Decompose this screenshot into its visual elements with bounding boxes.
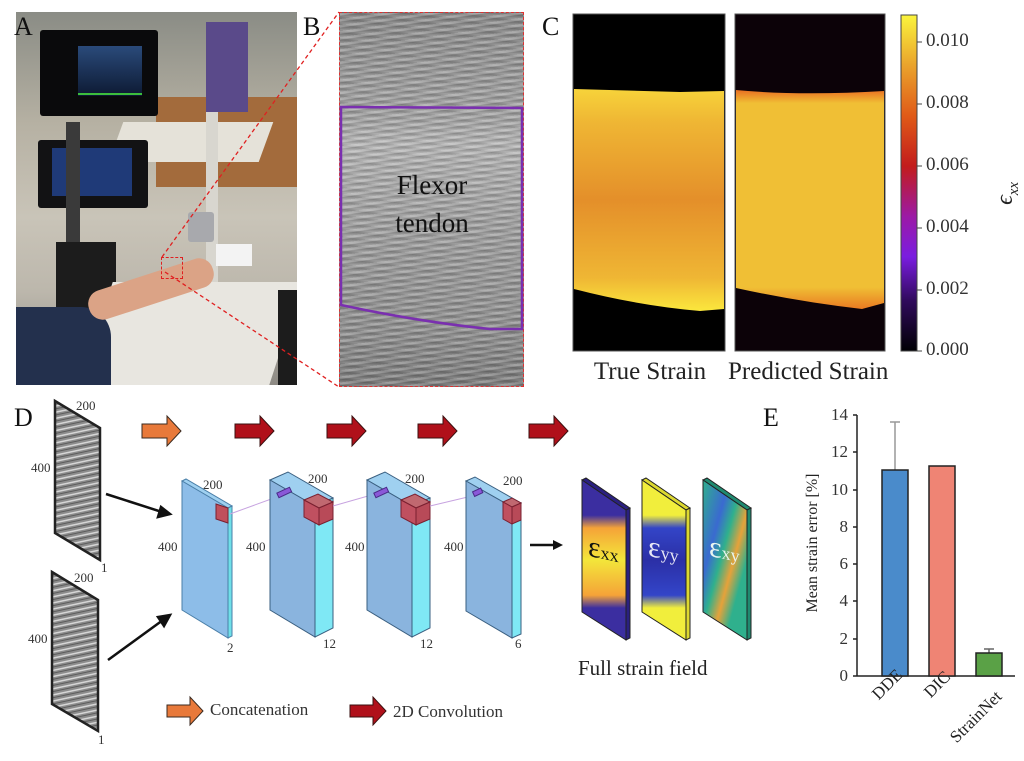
zoom-connector-lines xyxy=(161,11,340,388)
ytick: 10 xyxy=(831,480,848,499)
conv-layer-2 xyxy=(365,471,473,638)
exy-sub: xy xyxy=(721,542,740,567)
input-arrows xyxy=(105,492,173,662)
conv1-depth: 12 xyxy=(323,636,336,651)
conv3-height: 400 xyxy=(444,539,464,554)
conv1-width: 200 xyxy=(308,471,328,486)
input-top-depth: 1 xyxy=(101,560,108,575)
ytick: 6 xyxy=(839,554,849,573)
legend-conv-icon xyxy=(349,695,387,727)
panel-label-d: D xyxy=(14,403,33,432)
ytick: 4 xyxy=(839,591,849,610)
panel-label-e: E xyxy=(763,403,779,432)
flexor-tendon-label-line2: tendon xyxy=(395,208,469,238)
full-strain-field-caption: Full strain field xyxy=(578,656,708,680)
bar-dde xyxy=(881,421,909,677)
output-eyy-label: εyy xyxy=(648,530,679,571)
conv-layer-1 xyxy=(268,471,376,638)
input-image-bottom xyxy=(50,569,100,734)
colorbar-tick: 0.006 xyxy=(926,154,969,175)
ytick: 8 xyxy=(839,517,849,536)
tendon-boundary xyxy=(339,105,524,331)
ytick: 14 xyxy=(831,405,848,424)
conv2-depth: 12 xyxy=(420,636,433,651)
conv2-height: 400 xyxy=(345,539,365,554)
ytick: 2 xyxy=(839,629,849,648)
concat-width: 200 xyxy=(203,477,223,492)
output-exx-label: εxx xyxy=(588,530,619,571)
probe-region-box xyxy=(161,257,183,279)
conv3-depth: 6 xyxy=(515,636,522,651)
panel-label-a: A xyxy=(14,12,33,41)
ytick: 12 xyxy=(831,442,848,461)
strain-colorbar xyxy=(900,14,922,352)
colorbar-tick: 0.000 xyxy=(926,339,969,360)
flexor-tendon-label-line1: Flexor xyxy=(396,170,468,200)
ytick: 0 xyxy=(839,666,849,685)
exx-sub: xx xyxy=(600,542,619,567)
legend-concat-icon xyxy=(166,695,204,727)
panel-b-ultrasound xyxy=(339,12,524,387)
bar-strainnet xyxy=(975,648,1003,677)
exy-symbol: ε xyxy=(709,529,722,566)
colorbar-label-symbol: ϵ xyxy=(992,195,1019,205)
colorbar-tick: 0.002 xyxy=(926,278,969,299)
colorbar-label: ϵxx xyxy=(992,182,1023,205)
input-bottom-height: 400 xyxy=(28,631,48,646)
panel-label-c: C xyxy=(542,12,560,41)
input-top-width: 200 xyxy=(76,398,96,413)
colorbar-tick: 0.010 xyxy=(926,30,969,51)
panel-a-photo xyxy=(16,12,297,385)
bar-dic xyxy=(928,465,956,677)
input-image-top xyxy=(53,398,102,563)
conv3-width: 200 xyxy=(503,473,523,488)
output-eyy-map xyxy=(641,477,691,641)
colorbar-tick: 0.008 xyxy=(926,92,969,113)
legend-conv-label: 2D Convolution xyxy=(393,702,504,721)
input-top-height: 400 xyxy=(31,460,51,475)
panel-c-predicted-strain-map xyxy=(734,13,886,352)
concat-depth: 2 xyxy=(227,640,234,655)
conv1-height: 400 xyxy=(246,539,266,554)
input-bottom-depth: 1 xyxy=(98,732,105,747)
input-bottom-width: 200 xyxy=(74,570,94,585)
concat-layer xyxy=(180,478,286,639)
colorbar-label-sub: xx xyxy=(1005,181,1022,196)
eyy-sub: yy xyxy=(660,542,679,567)
conv-layer-3 xyxy=(464,476,523,639)
panel-c-true-strain-map xyxy=(572,13,726,352)
legend-concat-label: Concatenation xyxy=(210,700,309,719)
colorbar-tick: 0.004 xyxy=(926,216,969,237)
panel-label-b: B xyxy=(303,12,321,41)
output-exx-map xyxy=(581,477,631,641)
bar-chart-ylabel: Mean strain error [%] xyxy=(804,473,821,613)
output-arrow xyxy=(530,540,563,550)
conv-arrows-top xyxy=(234,414,569,448)
flexor-tendon-label: Flexor tendon xyxy=(352,166,512,242)
output-exy-map xyxy=(702,477,752,641)
concat-arrow-top xyxy=(141,414,182,448)
eyy-symbol: ε xyxy=(648,529,661,566)
output-exy-label: εxy xyxy=(709,530,740,571)
predicted-strain-title: Predicted Strain xyxy=(728,358,889,385)
exx-symbol: ε xyxy=(588,529,601,566)
concat-height: 400 xyxy=(158,539,178,554)
true-strain-title: True Strain xyxy=(593,358,707,385)
ultrasound-monitor xyxy=(40,30,158,116)
conv2-width: 200 xyxy=(405,471,425,486)
